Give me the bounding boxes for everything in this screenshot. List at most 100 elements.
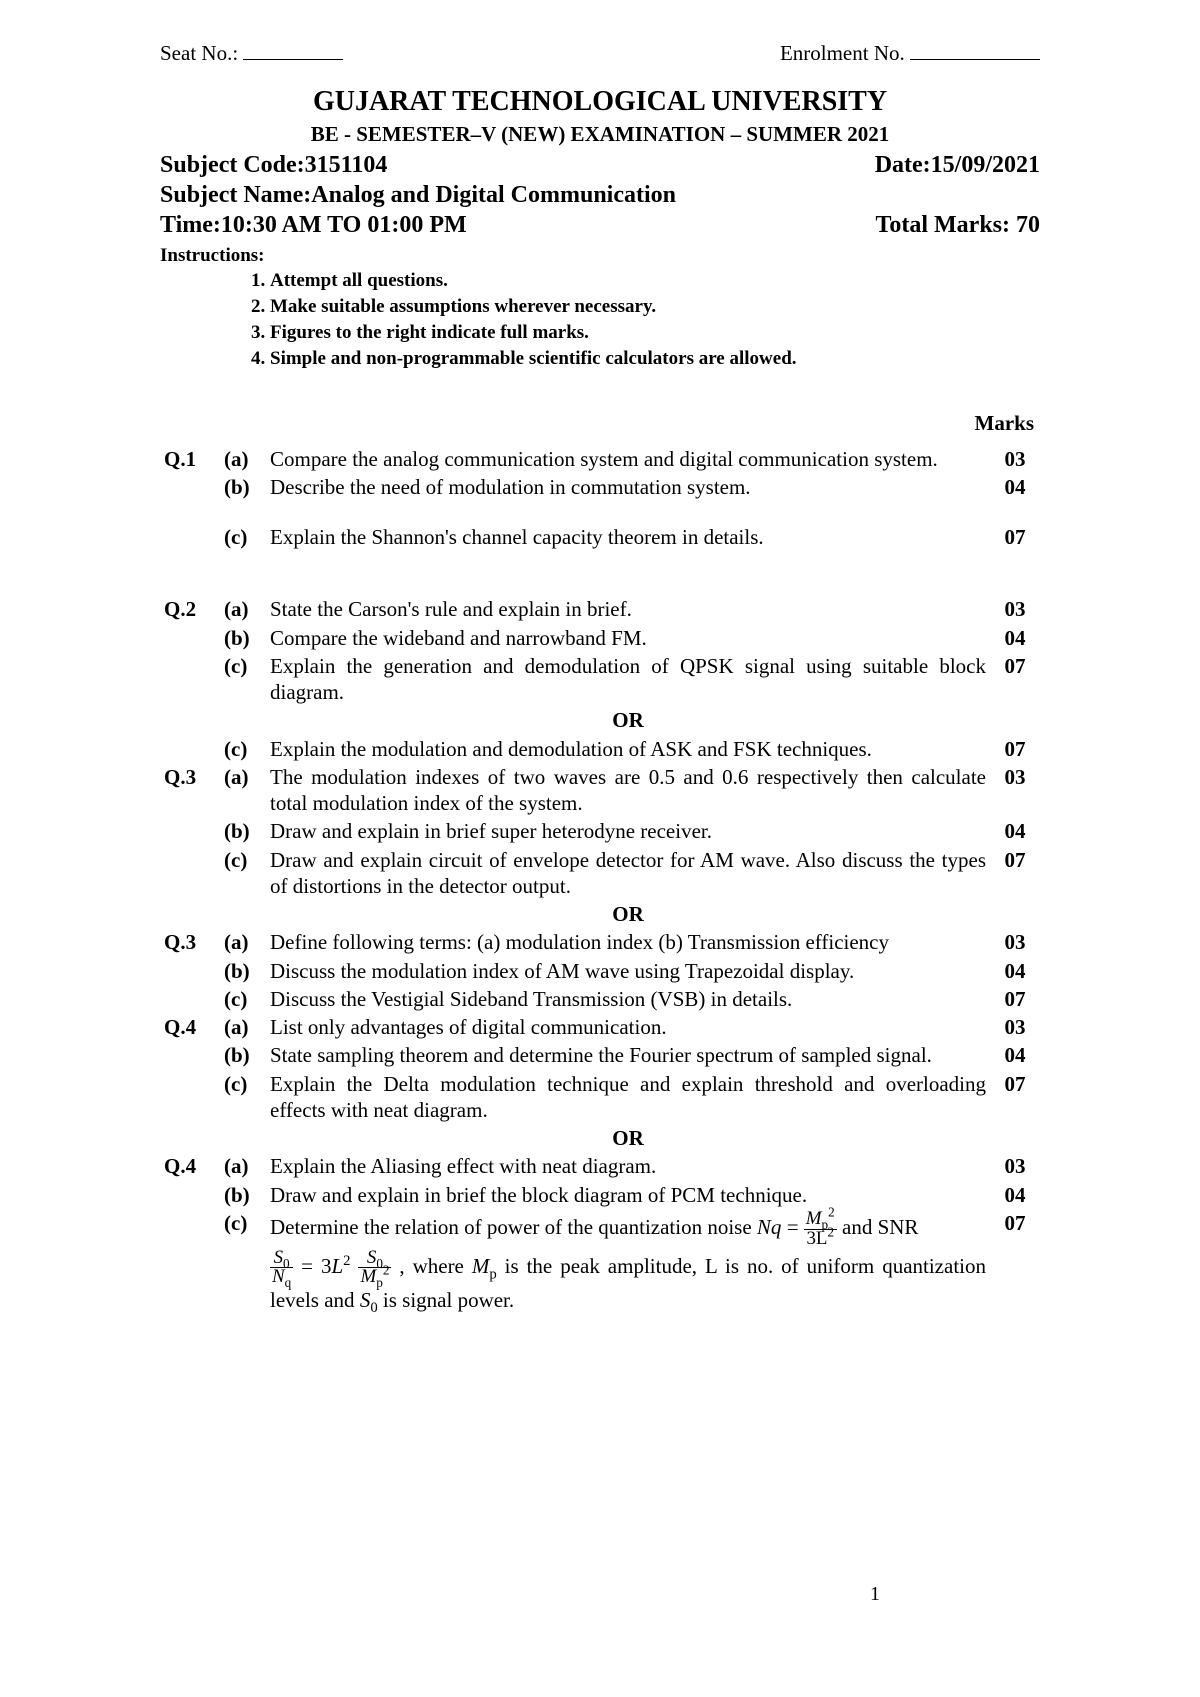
instruction-item: Simple and non-programmable scientific c… [270,347,1040,371]
or-divider: OR [266,706,990,734]
question-row: (b)Discuss the modulation index of AM wa… [160,957,1040,985]
question-marks: 03 [990,445,1040,473]
question-part: (c) [220,985,266,1013]
question-number [160,1181,220,1209]
question-number: Q.3 [160,928,220,956]
question-row: (c)Draw and explain circuit of envelope … [160,846,1040,901]
question-part: (a) [220,595,266,623]
question-marks: 07 [990,1070,1040,1125]
question-row: (b)Draw and explain in brief super heter… [160,817,1040,845]
question-number [160,624,220,652]
question-row: (c)Determine the relation of power of th… [160,1209,1040,1315]
question-part: (a) [220,445,266,473]
question-number [160,652,220,707]
question-part: (b) [220,817,266,845]
question-part: (c) [220,735,266,763]
question-marks: 07 [990,652,1040,707]
question-row: Q.4(a)List only advantages of digital co… [160,1013,1040,1041]
instructions-list: Attempt all questions. Make suitable ass… [270,269,1040,370]
top-row: Seat No.: Enrolment No. [160,40,1040,66]
enrolment-no: Enrolment No. [780,40,1040,66]
question-text: Define following terms: (a) modulation i… [266,928,990,956]
question-row: (c)Explain the Shannon's channel capacit… [160,523,1040,551]
question-part: (b) [220,473,266,501]
question-number [160,473,220,501]
question-marks: 07 [990,735,1040,763]
question-row: Q.3(a)The modulation indexes of two wave… [160,763,1040,818]
question-text: Explain the modulation and demodulation … [266,735,990,763]
time-marks-row: Time:10:30 AM TO 01:00 PM Total Marks: 7… [160,210,1040,240]
or-divider: OR [266,900,990,928]
enrol-blank [910,59,1040,60]
question-marks: 07 [990,985,1040,1013]
question-row: (b)Draw and explain in brief the block d… [160,1181,1040,1209]
question-number [160,523,220,551]
enrol-label: Enrolment No. [780,41,905,65]
exam-title: BE - SEMESTER–V (NEW) EXAMINATION – SUMM… [160,121,1040,147]
instruction-item: Attempt all questions. [270,269,1040,293]
question-row: (b)State sampling theorem and determine … [160,1041,1040,1069]
question-text: Draw and explain in brief super heterody… [266,817,990,845]
question-marks: 04 [990,473,1040,501]
question-row: Q.2(a)State the Carson's rule and explai… [160,595,1040,623]
question-part: (a) [220,763,266,818]
question-row: (b)Describe the need of modulation in co… [160,473,1040,501]
question-marks: 07 [990,846,1040,901]
total-marks: Total Marks: 70 [876,210,1040,240]
question-number [160,846,220,901]
instructions-heading: Instructions: [160,244,1040,268]
question-text: Draw and explain circuit of envelope det… [266,846,990,901]
question-part: (c) [220,523,266,551]
question-row: (c)Explain the Delta modulation techniqu… [160,1070,1040,1125]
question-text: Explain the Delta modulation technique a… [266,1070,990,1125]
question-row: (c)Explain the generation and demodulati… [160,652,1040,707]
question-row: Q.1(a)Compare the analog communication s… [160,445,1040,473]
question-marks: 04 [990,1181,1040,1209]
question-text: Describe the need of modulation in commu… [266,473,990,501]
question-text: Compare the wideband and narrowband FM. [266,624,990,652]
question-number: Q.4 [160,1152,220,1180]
or-divider: OR [266,1124,990,1152]
seat-label: Seat No.: [160,41,238,65]
question-number [160,1070,220,1125]
question-table: Q.1(a)Compare the analog communication s… [160,445,1040,1315]
question-part: (a) [220,1013,266,1041]
question-number [160,735,220,763]
question-part: (b) [220,957,266,985]
code-date-row: Subject Code:3151104 Date:15/09/2021 [160,150,1040,180]
question-marks: 03 [990,1152,1040,1180]
instruction-item: Make suitable assumptions wherever neces… [270,295,1040,319]
question-text: Compare the analog communication system … [266,445,990,473]
question-number: Q.4 [160,1013,220,1041]
question-row: (b)Compare the wideband and narrowband F… [160,624,1040,652]
question-marks: 04 [990,1041,1040,1069]
question-marks: 04 [990,624,1040,652]
question-row: (c)Discuss the Vestigial Sideband Transm… [160,985,1040,1013]
seat-no: Seat No.: [160,40,343,66]
page-number: 1 [870,1582,880,1607]
question-row: (c)Explain the modulation and demodulati… [160,735,1040,763]
subject-code: Subject Code:3151104 [160,150,387,180]
question-text: State the Carson's rule and explain in b… [266,595,990,623]
question-part: (b) [220,624,266,652]
question-text: Discuss the modulation index of AM wave … [266,957,990,985]
question-part: (a) [220,928,266,956]
seat-blank [243,59,343,60]
question-marks: 04 [990,957,1040,985]
question-part: (b) [220,1181,266,1209]
question-number: Q.1 [160,445,220,473]
question-row: Q.3(a)Define following terms: (a) modula… [160,928,1040,956]
question-marks: 03 [990,595,1040,623]
university-name: GUJARAT TECHNOLOGICAL UNIVERSITY [160,84,1040,119]
question-marks: 03 [990,928,1040,956]
question-part: (a) [220,1152,266,1180]
question-marks: 03 [990,763,1040,818]
subject-name: Subject Name:Analog and Digital Communic… [160,180,1040,210]
question-text: Explain the Shannon's channel capacity t… [266,523,990,551]
question-part: (b) [220,1041,266,1069]
question-part: (c) [220,846,266,901]
marks-heading: Marks [160,410,1040,436]
question-part: (c) [220,652,266,707]
question-text: The modulation indexes of two waves are … [266,763,990,818]
question-number [160,817,220,845]
